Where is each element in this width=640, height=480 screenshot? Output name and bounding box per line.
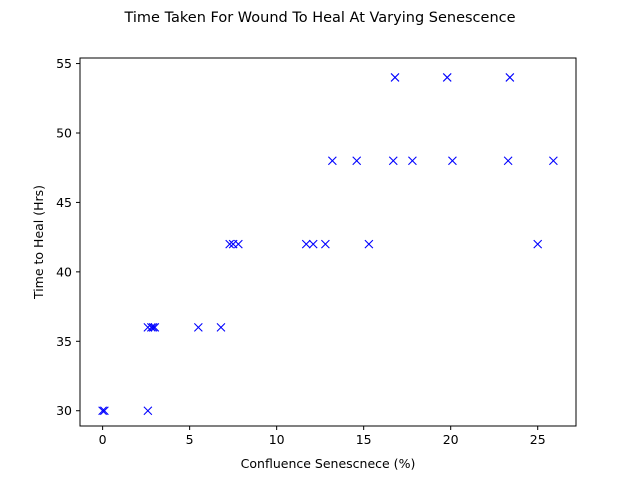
x-axis-label: Confluence Senescnece (%): [241, 456, 416, 471]
y-axis: 30 35 40 45 50 55: [56, 56, 80, 418]
x-tick-label: 15: [356, 432, 372, 447]
data-point-marker: [216, 323, 226, 332]
x-tick-label: 5: [186, 432, 194, 447]
y-tick-label: 35: [56, 334, 72, 349]
data-point-marker: [99, 406, 109, 416]
plot-frame: [79, 57, 577, 427]
y-tick-label: 30: [56, 403, 72, 418]
data-point-marker: [148, 323, 158, 332]
x-tick-label: 10: [269, 432, 285, 447]
data-point-marker: [225, 239, 235, 249]
data-point-marker: [146, 323, 156, 332]
x-tick-label: 0: [99, 432, 107, 447]
data-markers: [98, 73, 558, 416]
data-point-marker: [233, 239, 243, 249]
data-point-marker: [548, 156, 558, 166]
y-axis-label: Time to Heal (Hrs): [31, 185, 46, 300]
data-point-marker: [321, 239, 330, 249]
data-point-marker: [448, 156, 457, 166]
data-point-marker: [442, 73, 452, 82]
data-point-marker: [143, 406, 153, 416]
data-point-marker: [352, 156, 362, 166]
y-tick-label: 55: [56, 56, 72, 71]
data-point-marker: [533, 239, 543, 249]
data-point-marker: [150, 323, 160, 332]
data-point-marker: [408, 156, 417, 166]
plot-area: [79, 57, 577, 427]
data-point-marker: [364, 239, 374, 249]
data-point-marker: [503, 156, 513, 166]
x-axis: 0 5 10 15 20 25: [99, 426, 546, 447]
data-point-marker: [308, 239, 318, 249]
data-point-marker: [193, 323, 203, 332]
y-tick-label: 45: [56, 195, 72, 210]
y-tick-label: 50: [56, 125, 72, 140]
x-tick-label: 25: [530, 432, 546, 447]
x-tick-label: 20: [443, 432, 459, 447]
y-tick-label: 40: [56, 264, 72, 279]
data-point-marker: [98, 406, 108, 416]
data-point-marker: [390, 73, 400, 82]
data-point-marker: [505, 73, 515, 82]
chart-title: Time Taken For Wound To Heal At Varying …: [123, 10, 515, 26]
data-point-marker: [388, 156, 398, 166]
data-point-marker: [327, 156, 337, 166]
data-point-marker: [301, 239, 311, 249]
